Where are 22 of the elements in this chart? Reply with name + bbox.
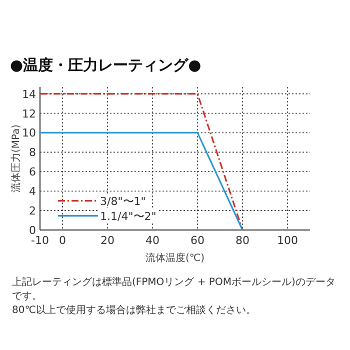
x-tick-label: -10 bbox=[31, 234, 49, 247]
y-tick-label: 0 bbox=[29, 224, 36, 237]
y-tick-label: 12 bbox=[22, 107, 36, 120]
x-tick-label: 20 bbox=[100, 234, 114, 247]
y-axis-title: 流体圧力(MPa) bbox=[10, 124, 22, 193]
y-tick-label: 10 bbox=[22, 126, 36, 140]
y-tick-label: 8 bbox=[29, 146, 36, 160]
y-tick-label: 2 bbox=[29, 204, 36, 218]
y-tick-label: 4 bbox=[29, 185, 36, 198]
y-tick-label: 14 bbox=[22, 88, 36, 101]
text: 80℃以上で使用する場合は弊社までご相談ください。 bbox=[12, 304, 256, 316]
x-tick-label: 0 bbox=[59, 234, 66, 247]
x-tick-label: 100 bbox=[277, 234, 298, 247]
text: 上記レーティングは標準品(FPMOリング + POMボールシール)のデータです。 bbox=[12, 276, 336, 302]
legend-label: 3/8"〜1" bbox=[100, 194, 146, 208]
legend-label: 1.1/4"〜2" bbox=[100, 210, 156, 223]
x-tick-label: 60 bbox=[190, 234, 204, 247]
y-tick-label: 6 bbox=[29, 166, 36, 179]
x-tick-label: 40 bbox=[146, 234, 160, 247]
x-axis-title: 流体温度(℃) bbox=[145, 252, 205, 264]
chart-title: ●温度・圧力レーティング● bbox=[10, 56, 202, 74]
x-tick-label: 80 bbox=[236, 234, 250, 247]
